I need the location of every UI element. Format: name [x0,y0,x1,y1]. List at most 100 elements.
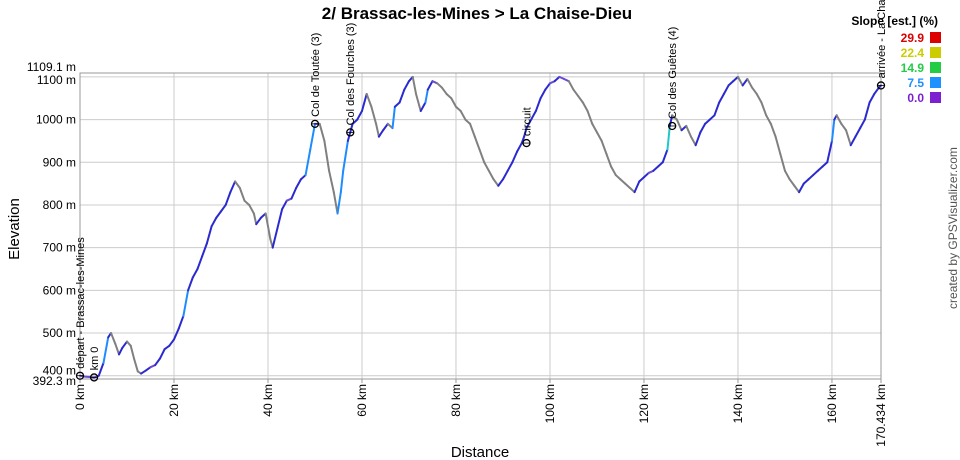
legend-value: 14.9 [901,61,925,75]
x-tick-label: 120 km [637,384,651,423]
profile-segment [464,118,472,125]
profile-segment [377,129,385,138]
profile-segment [356,110,363,121]
profile-segment [243,199,251,206]
profile-segment [393,101,401,108]
profile-segment [511,150,519,164]
y-tick-label: 400 m [43,364,76,378]
profile-segment [318,122,326,142]
plot-frame [79,72,882,380]
profile-segment [323,139,331,172]
profile-segment [516,142,523,153]
profile-segment [114,342,121,356]
profile-segment [642,171,650,179]
profile-segment [652,165,660,172]
profile-segment [633,180,641,194]
profile-segment [704,118,711,125]
credit-text: created by GPSVisualizer.com [946,147,960,309]
y-tick-label: 500 m [43,326,76,340]
profile-segment [708,114,716,121]
profile-segment [835,114,843,125]
profile-segment [849,135,857,147]
x-tick-label: 160 km [825,384,839,423]
profile-segment [191,267,199,279]
profile-segment [746,78,754,89]
profile-segment [205,225,213,245]
profile-segment [469,122,476,138]
profile-segment [419,101,427,113]
profile-segment [666,124,671,151]
profile-segment [539,88,547,100]
profile-segment [840,122,848,132]
profile-segment [271,227,279,249]
profile-segment [523,127,528,138]
profile-segment [219,203,227,213]
profile-segment [304,148,312,177]
legend-title: Slope [est.] (%) [851,14,938,28]
profile-segment [487,169,495,181]
profile-segment [336,191,342,215]
profile-segment [398,88,406,104]
profile-segment [793,184,801,194]
profile-segment [281,199,288,211]
profile-segment [638,176,645,183]
profile-segment [830,118,836,142]
profile-segment [788,178,796,187]
profile-segment [722,84,730,95]
waypoint-label: circuit [521,107,533,136]
legend-value: 0.0 [907,91,924,105]
profile-segment [694,131,702,147]
profile-segment [351,118,359,125]
profile-segment [668,114,674,127]
profile-segment [713,101,721,117]
profile-segment [349,122,354,134]
profile-segment [685,124,692,138]
profile-segment [492,178,500,187]
profile-segment [339,169,345,194]
profile-segment [567,80,575,91]
x-axis-ticks: 0 km 20 km 40 km 60 km 80 km 100 km 120 km 140 … [73,379,888,447]
grid [79,73,882,379]
profile-segment [97,361,105,377]
profile-segment [391,105,396,130]
profile-segment [614,174,622,181]
profile-segment [577,95,584,104]
waypoint-label: Col des Fourches (3) [345,23,357,126]
profile-segment [779,152,786,172]
waypoint-marker [522,138,531,148]
profile-segment [168,338,175,347]
profile-segment [544,82,551,91]
profile-segment [248,203,255,215]
profile-segment [586,110,594,125]
y-tick-label: 1000 m [36,113,76,127]
profile-segment [342,139,349,172]
waypoint-marker [668,121,677,131]
profile-segment [450,97,457,108]
profile-segment [812,169,819,177]
profile-segment [671,114,678,121]
x-tick-label: 20 km [167,384,181,417]
waypoint-label: Col de Toutée (3) [310,33,322,117]
profile-segment [295,178,302,189]
profile-segment [182,289,190,317]
y-tick-label: 700 m [43,241,76,255]
profile-segment [255,216,262,226]
profile-segment [769,122,777,138]
y-axis-title: Elevation [6,198,23,260]
legend-value: 29.9 [901,31,925,45]
x-tick-label: 170.434 km [874,384,888,447]
profile-segment [415,92,422,113]
profile-segment [426,80,434,91]
profile-segment [118,346,124,356]
x-tick-label: 0 km [73,384,87,410]
profile-segment [478,148,486,164]
profile-segment [370,105,378,125]
waypoint-marker [310,119,320,128]
profile-segment [382,122,389,132]
profile-segment [290,186,298,200]
profile-segment [365,92,373,108]
legend-swatch [930,77,941,88]
profile-segment [346,131,352,142]
profile-segment [816,165,824,172]
